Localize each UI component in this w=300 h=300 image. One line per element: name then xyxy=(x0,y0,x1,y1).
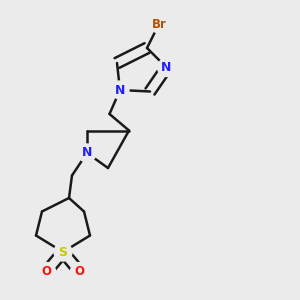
Text: N: N xyxy=(115,83,125,97)
Text: S: S xyxy=(58,245,68,259)
Text: Br: Br xyxy=(152,17,166,31)
Circle shape xyxy=(111,81,129,99)
Circle shape xyxy=(158,58,175,76)
Text: N: N xyxy=(161,61,172,74)
Circle shape xyxy=(54,243,72,261)
Circle shape xyxy=(70,262,88,280)
Circle shape xyxy=(150,15,168,33)
Circle shape xyxy=(38,262,56,280)
Text: O: O xyxy=(41,265,52,278)
Circle shape xyxy=(78,144,96,162)
Text: O: O xyxy=(74,265,85,278)
Text: N: N xyxy=(82,146,92,160)
